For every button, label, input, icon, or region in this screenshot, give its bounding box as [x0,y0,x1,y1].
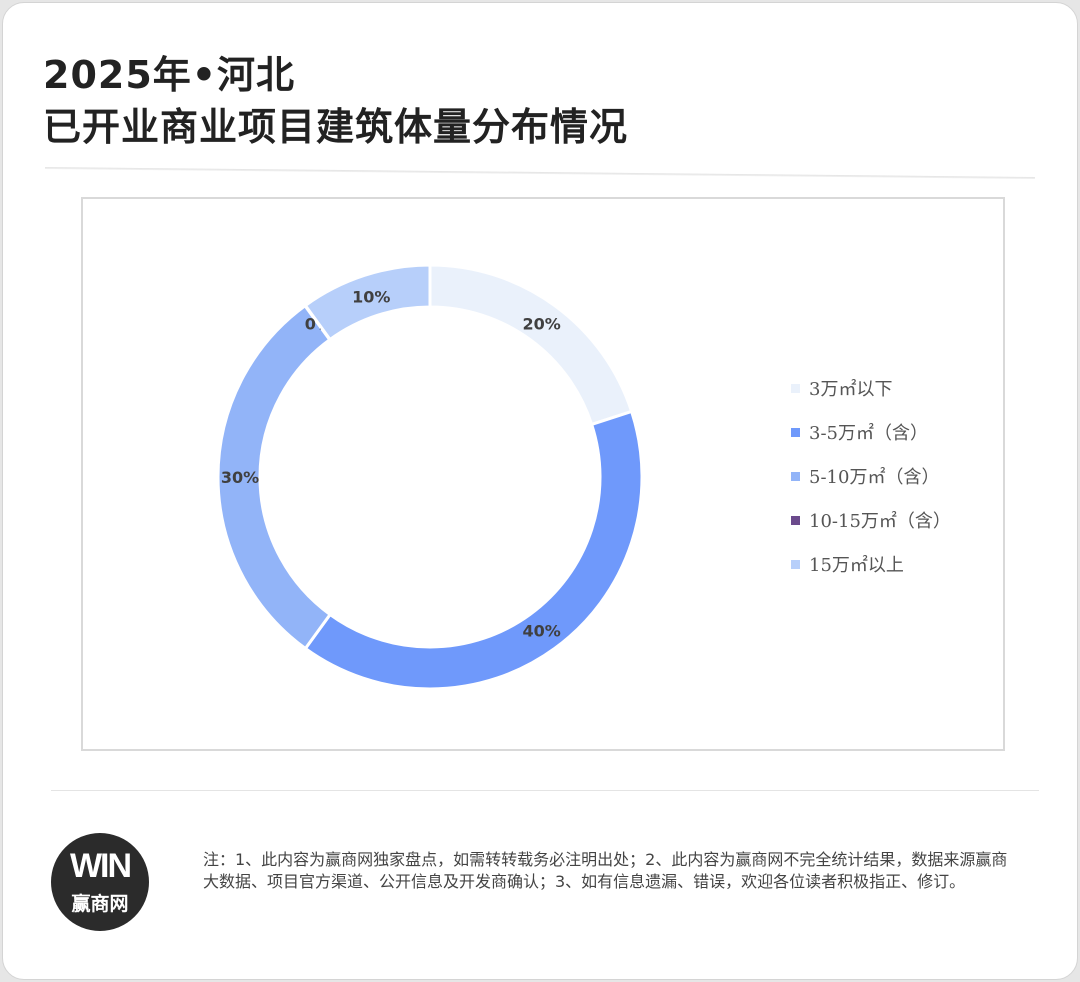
footnote: 注：1、此内容为赢商网独家盘点，如需转转载务必注明出处；2、此内容为赢商网不完全… [203,850,1008,891]
data-label-4: 10% [352,287,390,306]
page-title: 2025年•河北 已开业商业项目建筑体量分布情况 [43,49,628,153]
data-label-0: 20% [523,314,561,333]
donut-slice-0 [428,263,634,427]
legend-swatch-1 [791,428,800,437]
donut-slice-4 [303,263,432,342]
donut-slice-1 [303,409,644,691]
data-label-1: 40% [523,622,561,641]
logo-text: 赢商网 [71,893,129,915]
logo: WIN 赢商网 [51,833,149,931]
legend-label-3: 10-15万㎡（含） [809,510,951,532]
title-divider [44,167,1035,180]
legend-swatch-4 [791,560,800,569]
footer-divider [51,790,1039,791]
title-line-2: 已开业商业项目建筑体量分布情况 [43,105,629,149]
legend-label-4: 15万㎡以上 [809,554,904,576]
logo-mark: WIN [69,847,132,885]
chart-frame: 20%40%30%0%10%3万㎡以下3-5万㎡（含）5-10万㎡（含）10-1… [81,197,1005,751]
legend-swatch-3 [791,516,800,525]
legend-swatch-2 [791,472,800,481]
legend-swatch-0 [791,384,800,393]
data-label-2: 30% [221,468,259,487]
legend-label-1: 3-5万㎡（含） [809,422,928,444]
title-line-1: 2025年•河北 [43,53,296,97]
legend-label-0: 3万㎡以下 [809,378,892,400]
donut-chart: 20%40%30%0%10%3万㎡以下3-5万㎡（含）5-10万㎡（含）10-1… [216,263,951,691]
legend-label-2: 5-10万㎡（含） [809,466,939,488]
